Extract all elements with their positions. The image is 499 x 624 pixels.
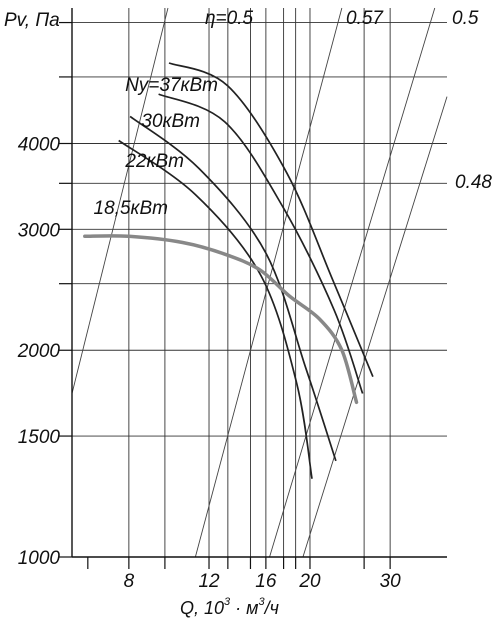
- power-curve: [158, 93, 364, 394]
- y-tick-label: 3000: [18, 220, 61, 241]
- x-tick-label: 20: [298, 571, 321, 592]
- x-axis-label: Q, 103 · м3/ч: [180, 596, 279, 618]
- efficiency-lines: [71, 7, 448, 558]
- y-tick-label: 4000: [18, 134, 61, 155]
- x-axis-label-part-3: /ч: [263, 598, 279, 618]
- efficiency-line: [71, 7, 169, 394]
- power-curves: [118, 62, 374, 479]
- efficiency-line: [194, 7, 343, 558]
- x-axis-label-sup-1: 3: [224, 596, 231, 608]
- efficiency-label: 0.57: [346, 8, 384, 29]
- vertical-grid: [128, 8, 391, 557]
- y-tick-label: 2000: [17, 341, 61, 362]
- power-curve: [168, 62, 374, 378]
- power-curve-label: Ny=37кВт: [125, 75, 218, 96]
- y-tick-label: 1500: [18, 427, 61, 448]
- x-tick-label: 16: [255, 571, 277, 592]
- efficiency-line: [269, 7, 436, 558]
- horizontal-grid: [72, 22, 447, 558]
- y-axis-label: Pv, Па: [4, 10, 60, 31]
- x-axis-label-sup-2: 3: [259, 596, 266, 608]
- power-curve: [118, 139, 313, 479]
- x-tick-label: 30: [380, 571, 402, 592]
- power-curve-label: 30кВт: [141, 111, 200, 132]
- power-curve: [129, 115, 337, 462]
- x-axis-label-part-1: Q, 10: [180, 598, 224, 618]
- x-axis-label-part-2: · м: [230, 598, 258, 618]
- x-tick-label: 8: [124, 571, 135, 592]
- axes: 1000 1500 2000 3000 4000 8 12 16 20 30: [17, 8, 447, 592]
- y-tick-label: 1000: [18, 548, 61, 569]
- efficiency-label: η=0.5: [205, 8, 253, 29]
- pressure-curve-group: [83, 234, 359, 405]
- x-tick-label: 12: [198, 571, 220, 592]
- efficiency-label: 0.48: [455, 172, 492, 193]
- efficiency-line: [302, 96, 448, 558]
- pressure-curve: [83, 234, 359, 405]
- power-curve-label: 18,5кВт: [94, 198, 168, 219]
- power-curve-label: 22кВт: [124, 151, 184, 172]
- efficiency-label: 0.5: [452, 8, 479, 29]
- labels: Pv, Па Q, 103 · м3/ч η=0.5 0.57 0.50.48Ny=…: [4, 8, 492, 618]
